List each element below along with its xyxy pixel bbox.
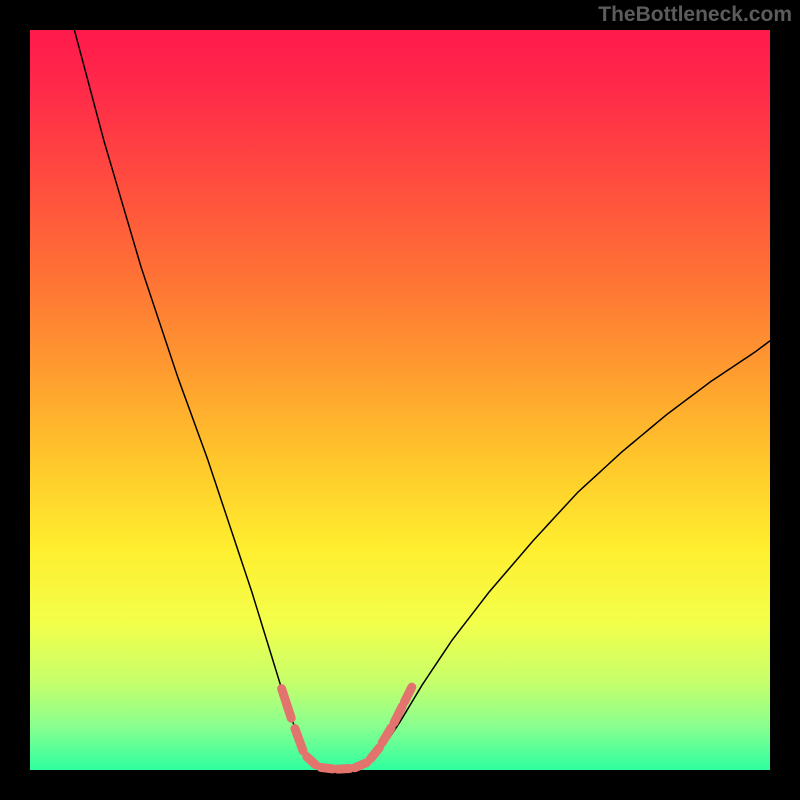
highlight-dash bbox=[307, 757, 316, 765]
highlight-dash bbox=[321, 767, 333, 768]
highlight-dash bbox=[338, 769, 350, 770]
bottleneck-chart bbox=[0, 0, 800, 800]
plot-background bbox=[30, 30, 770, 770]
highlight-dash bbox=[355, 763, 367, 768]
watermark-text: TheBottleneck.com bbox=[598, 3, 792, 27]
figure-container: TheBottleneck.com bbox=[0, 0, 800, 800]
